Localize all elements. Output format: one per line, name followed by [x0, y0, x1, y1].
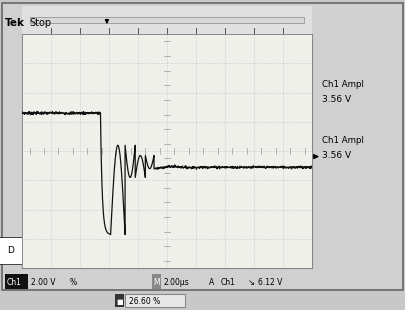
Text: 26.60 %: 26.60 % — [129, 297, 160, 306]
Bar — [115, 294, 124, 307]
Text: 2.00 V: 2.00 V — [31, 278, 55, 287]
Bar — [152, 274, 161, 289]
Bar — [5, 274, 28, 289]
Text: Ch1: Ch1 — [221, 278, 236, 287]
Bar — [30, 17, 304, 23]
Bar — [22, 6, 312, 34]
Text: ↘: ↘ — [248, 278, 255, 287]
Text: 2.00μs: 2.00μs — [163, 278, 189, 287]
Text: %: % — [70, 278, 77, 287]
Text: A: A — [209, 278, 214, 287]
Text: 3.56 V: 3.56 V — [322, 151, 351, 160]
Text: D: D — [7, 246, 14, 255]
Text: Ch1 Ampl: Ch1 Ampl — [322, 80, 364, 89]
Bar — [125, 294, 185, 307]
Bar — [22, 34, 312, 268]
Text: M: M — [153, 278, 160, 287]
Text: ■: ■ — [117, 299, 123, 305]
Text: Tek: Tek — [5, 18, 25, 28]
Text: 3.56 V: 3.56 V — [322, 95, 351, 104]
Text: Ch1 Ampl: Ch1 Ampl — [322, 135, 364, 144]
Text: Stop: Stop — [29, 18, 51, 28]
Text: 6.12 V: 6.12 V — [258, 278, 283, 287]
Text: Ch1: Ch1 — [7, 278, 22, 287]
